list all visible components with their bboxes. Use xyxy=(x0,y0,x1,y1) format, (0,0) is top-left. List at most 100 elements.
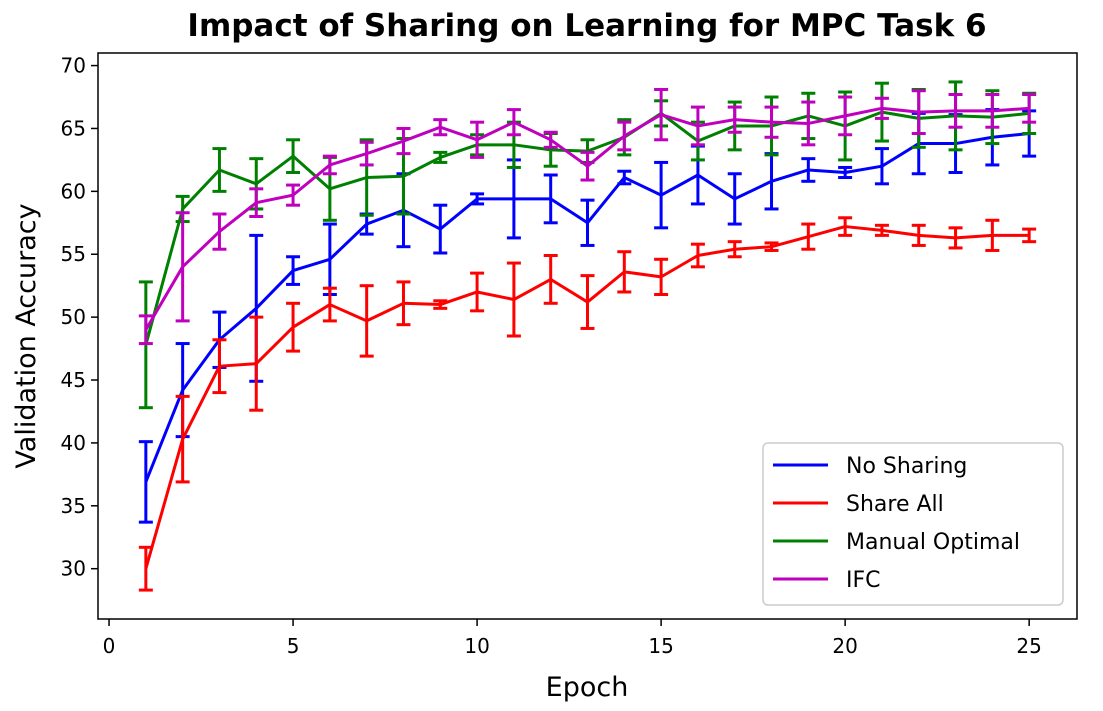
error-bar xyxy=(617,120,632,152)
legend: No Sharing Share All Manual Optimal IFC xyxy=(762,442,1064,606)
error-bar xyxy=(433,203,448,255)
error-bar xyxy=(654,160,669,230)
error-bar xyxy=(470,120,485,159)
error-bar xyxy=(543,130,558,149)
error-bar xyxy=(948,226,963,250)
error-bar xyxy=(654,87,669,142)
error-bar xyxy=(175,211,190,323)
x-tick-label: 10 xyxy=(464,634,489,658)
error-bar xyxy=(359,284,374,358)
legend-label: Manual Optimal xyxy=(846,530,1020,555)
x-tick-label: 0 xyxy=(103,634,116,658)
legend-label: No Sharing xyxy=(846,454,967,479)
legend-item: IFC xyxy=(773,568,881,593)
legend-box xyxy=(762,442,1064,606)
x-tick-label: 5 xyxy=(287,634,300,658)
y-axis-label: Validation Accuracy xyxy=(11,203,42,468)
error-bar xyxy=(249,187,264,219)
error-bar xyxy=(580,198,595,247)
error-bar xyxy=(727,240,742,259)
plot-area xyxy=(138,80,1037,592)
y-tick-label: 70 xyxy=(61,54,86,78)
y-tick-label: 45 xyxy=(61,368,86,392)
error-bar xyxy=(727,172,742,226)
error-bar xyxy=(433,150,448,164)
error-bar xyxy=(617,169,632,186)
x-tick-label: 25 xyxy=(1016,634,1041,658)
chart-title: Impact of Sharing on Learning for MPC Ta… xyxy=(187,8,986,44)
plot-frame xyxy=(97,52,1078,620)
error-bar xyxy=(396,280,411,327)
error-bar xyxy=(617,250,632,294)
error-bar xyxy=(764,105,779,139)
error-bar xyxy=(286,301,301,353)
error-bar xyxy=(322,154,337,176)
error-bar xyxy=(359,212,374,236)
error-bar xyxy=(212,338,227,395)
series-ifc xyxy=(138,87,1037,346)
y-axis: 30 35 40 45 50 55 60 65 70 xyxy=(61,54,98,581)
y-tick-label: 40 xyxy=(61,431,86,455)
error-bar xyxy=(543,254,558,305)
error-bar xyxy=(874,223,889,237)
legend-label: Share All xyxy=(846,492,944,517)
error-bar xyxy=(212,147,227,193)
error-bar xyxy=(764,241,779,252)
error-bar xyxy=(911,89,926,135)
error-bar xyxy=(1022,227,1037,244)
error-bar xyxy=(506,261,521,338)
error-bar xyxy=(838,95,853,137)
error-bar xyxy=(948,93,963,129)
y-tick-label: 65 xyxy=(61,116,86,140)
error-bar xyxy=(874,147,889,186)
error-bar xyxy=(911,223,926,247)
error-bar xyxy=(359,140,374,167)
y-tick-label: 50 xyxy=(61,305,86,329)
error-bar xyxy=(801,157,816,183)
error-bar xyxy=(690,105,705,147)
error-bar xyxy=(433,118,448,137)
error-bar xyxy=(654,257,669,296)
error-bar xyxy=(286,183,301,207)
error-bar xyxy=(322,286,337,323)
error-bar xyxy=(470,271,485,313)
error-bar xyxy=(396,126,411,156)
legend-label: IFC xyxy=(846,568,881,593)
error-bar xyxy=(212,212,227,251)
x-tick-label: 20 xyxy=(832,634,857,658)
error-bar xyxy=(727,105,742,134)
series-share-all xyxy=(138,216,1037,592)
x-axis-label: Epoch xyxy=(546,672,629,703)
error-bar xyxy=(138,440,153,524)
error-bar xyxy=(838,165,853,180)
error-bar xyxy=(506,108,521,137)
legend-item: No Sharing xyxy=(773,454,967,479)
error-bar xyxy=(249,315,264,412)
error-bar xyxy=(175,394,190,484)
error-bar xyxy=(1022,93,1037,124)
legend-item: Share All xyxy=(773,492,944,517)
legend-item: Manual Optimal xyxy=(773,530,1020,555)
y-tick-label: 55 xyxy=(61,242,86,266)
error-bar xyxy=(985,93,1000,129)
error-bar xyxy=(543,173,558,225)
error-bar xyxy=(138,314,153,346)
error-bar xyxy=(286,255,301,286)
error-bar xyxy=(874,96,889,120)
error-bar xyxy=(470,192,485,206)
error-bar xyxy=(433,299,448,310)
error-bar xyxy=(138,545,153,592)
error-bar xyxy=(985,218,1000,252)
error-bar xyxy=(838,216,853,237)
x-tick-label: 15 xyxy=(648,634,673,658)
x-axis: 0 5 10 15 20 25 xyxy=(103,619,1042,658)
error-bar xyxy=(801,222,816,251)
error-bar xyxy=(580,274,595,330)
error-bar xyxy=(801,100,816,147)
y-tick-label: 35 xyxy=(61,494,86,518)
y-tick-label: 60 xyxy=(61,179,86,203)
error-bar xyxy=(286,138,301,174)
error-bar xyxy=(690,242,705,269)
error-bar xyxy=(580,150,595,182)
